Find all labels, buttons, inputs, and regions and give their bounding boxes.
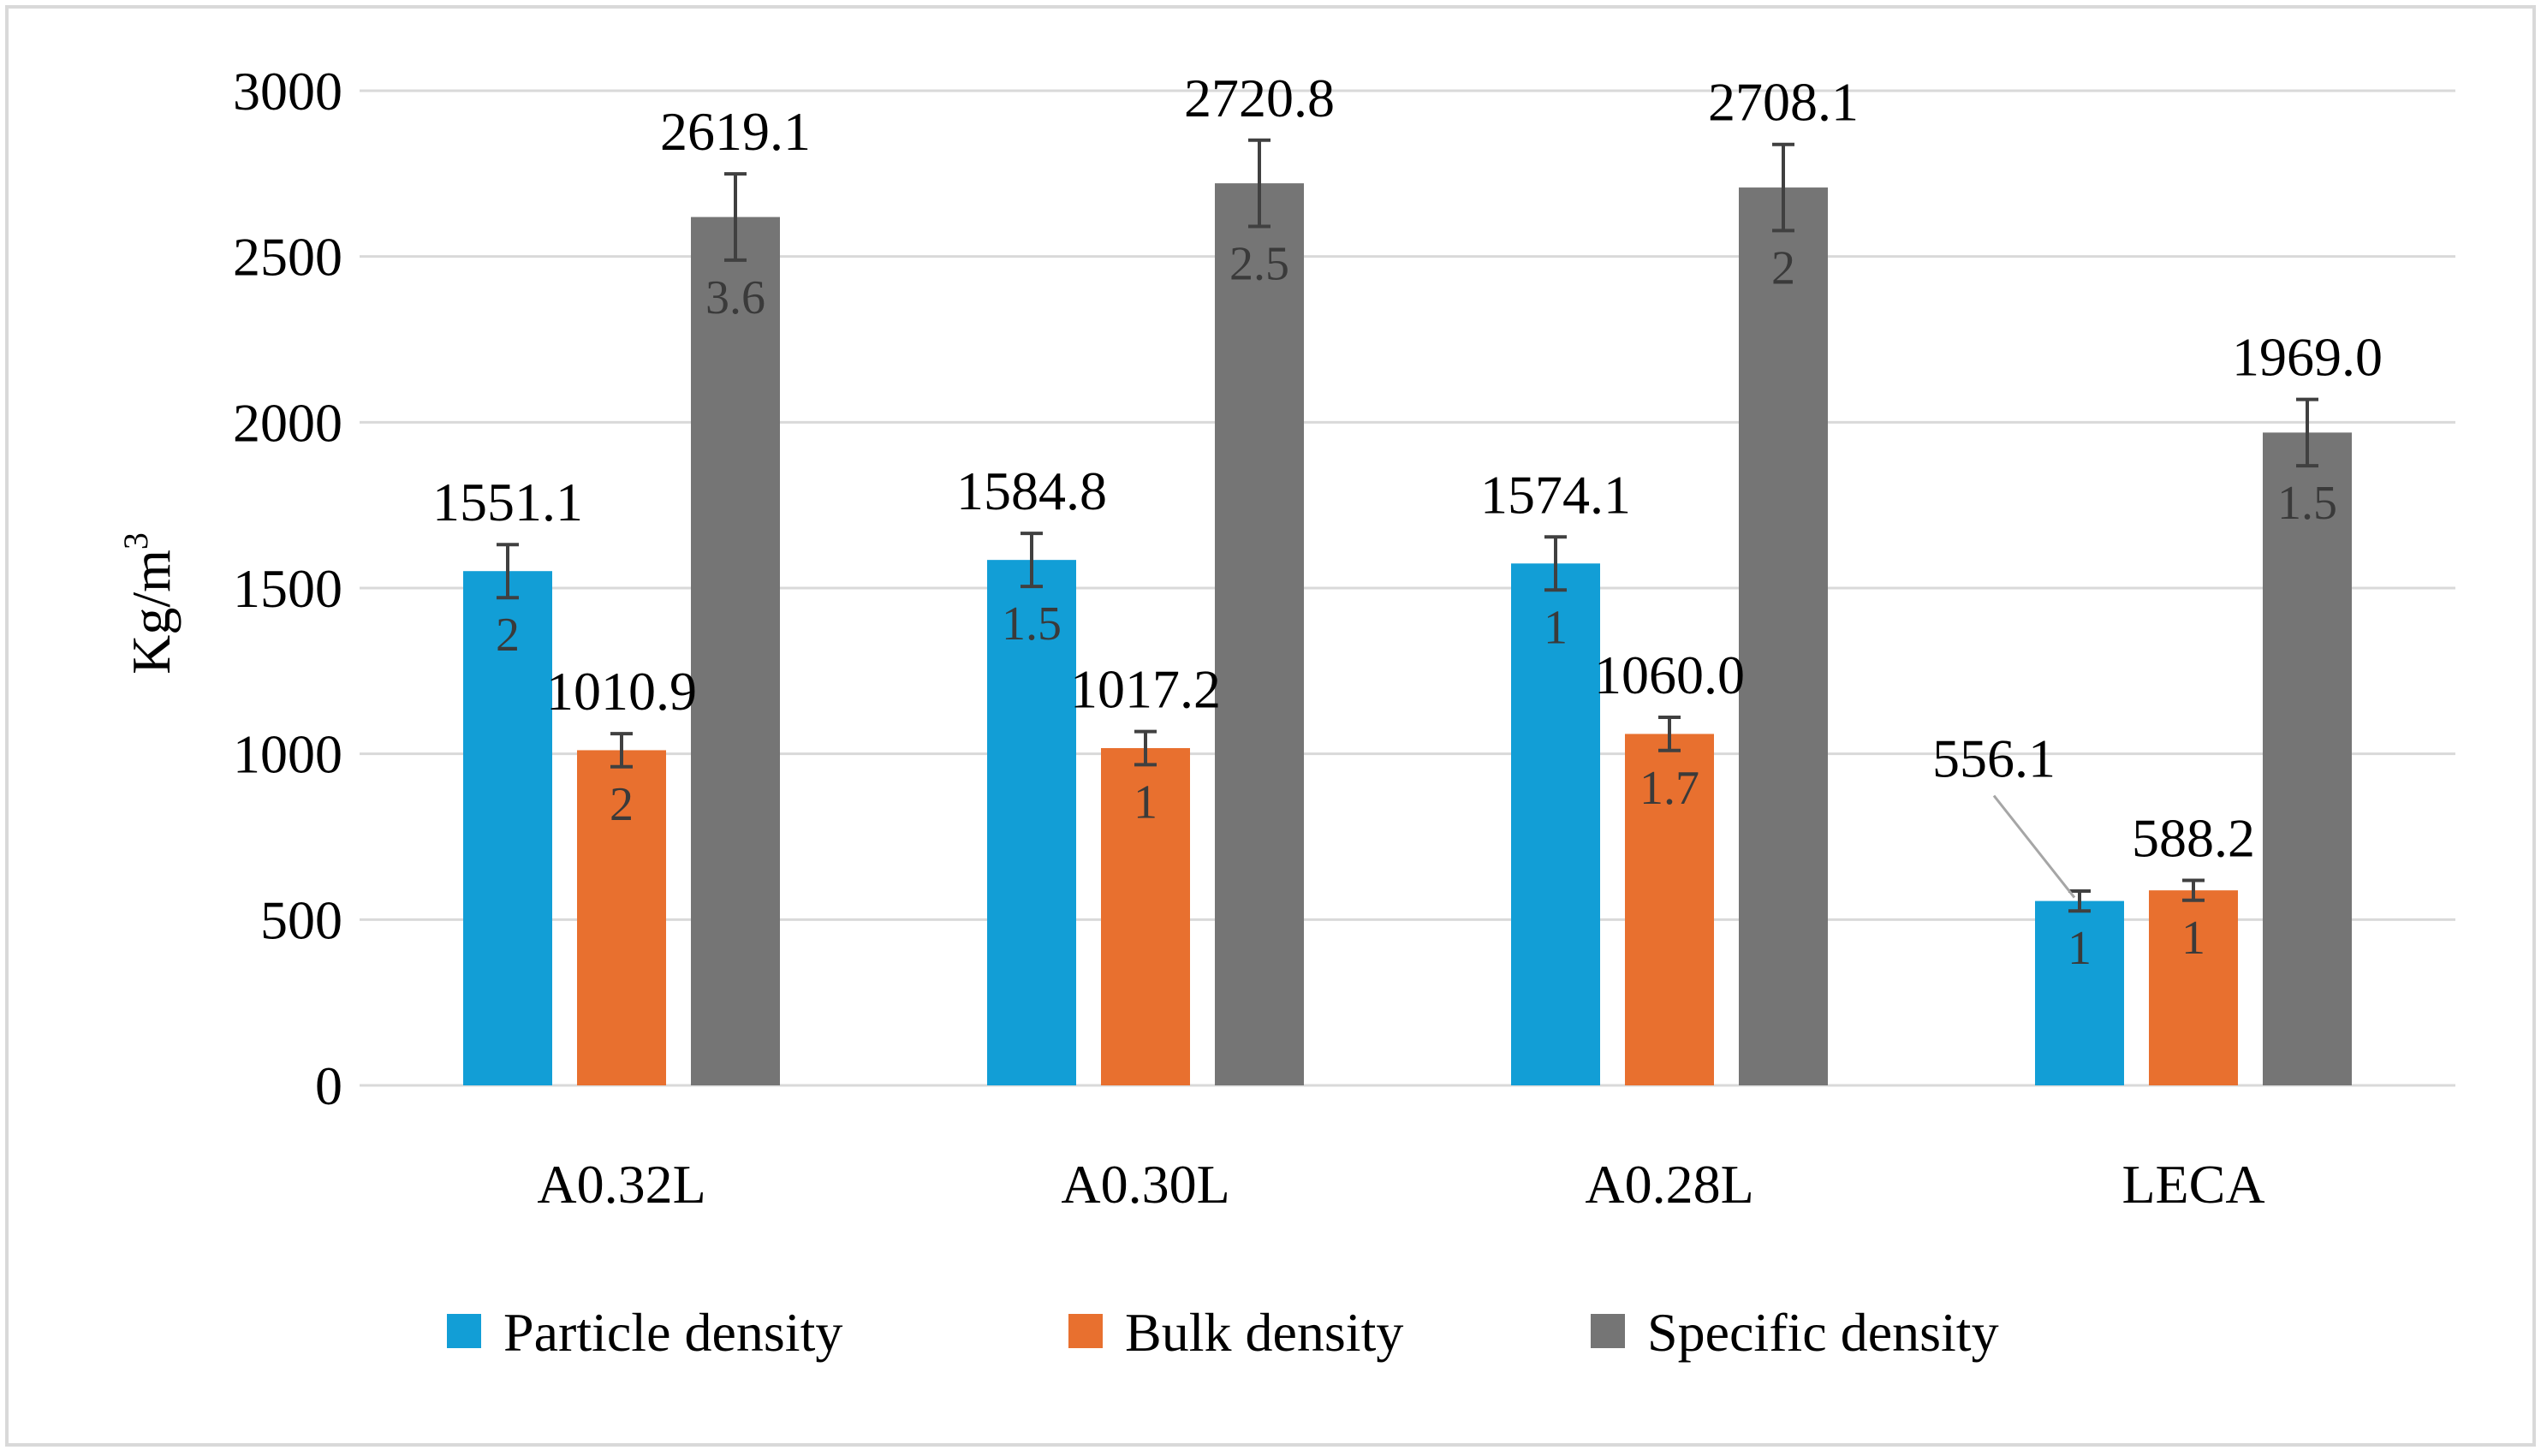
error-bars bbox=[497, 138, 2318, 913]
bars bbox=[463, 183, 2352, 1086]
data-label: 2619.1 bbox=[660, 101, 811, 162]
data-label: 1584.8 bbox=[956, 461, 1107, 521]
legend: Particle density Bulk density Specific den… bbox=[447, 1302, 1999, 1363]
bar-specific-density-a0.28l bbox=[1739, 187, 1828, 1085]
y-axis-label: Kg/m3 bbox=[116, 532, 182, 675]
error-value-label: 1 bbox=[1134, 776, 1157, 829]
bar-particle-density-a0.28l bbox=[1511, 563, 1600, 1085]
x-axis-categories: A0.32L A0.30L A0.28L LECA bbox=[537, 1154, 2264, 1215]
error-value-label: 1.5 bbox=[2277, 477, 2337, 530]
bar-bulk-density-a0.28l bbox=[1625, 734, 1714, 1085]
data-label-leader-line bbox=[1992, 794, 2076, 899]
x-category-label: A0.28L bbox=[1585, 1154, 1753, 1215]
data-label: 2720.8 bbox=[1184, 68, 1335, 128]
legend-label: Bulk density bbox=[1125, 1302, 1403, 1363]
error-value-label: 1 bbox=[2181, 912, 2205, 965]
data-label: 2708.1 bbox=[1708, 72, 1859, 133]
legend-swatch bbox=[1068, 1314, 1103, 1348]
y-tick-label: 1500 bbox=[233, 558, 342, 619]
legend-label: Particle density bbox=[503, 1302, 842, 1363]
legend-swatch bbox=[447, 1314, 481, 1348]
bar-specific-density-leca bbox=[2263, 432, 2352, 1085]
x-category-label: A0.30L bbox=[1061, 1154, 1229, 1215]
bar-particle-density-leca bbox=[2035, 900, 2124, 1085]
y-tick-label: 2500 bbox=[233, 227, 342, 288]
x-category-label: A0.32L bbox=[537, 1154, 705, 1215]
bar-bulk-density-leca bbox=[2149, 890, 2238, 1085]
data-labels: 2 1551.1 2 1010.9 3.6 2619.1 1.5 1584.8 1 1017.2 2… bbox=[432, 68, 2383, 975]
data-label: 588.2 bbox=[2132, 808, 2255, 869]
data-label: 1010.9 bbox=[546, 661, 697, 722]
data-label: 1574.1 bbox=[1480, 464, 1631, 525]
data-label: 556.1 bbox=[1932, 728, 2056, 789]
bar-particle-density-a0.32l bbox=[463, 571, 552, 1085]
x-category-label: LECA bbox=[2121, 1154, 2264, 1215]
bar-particle-density-a0.30l bbox=[987, 560, 1076, 1085]
y-tick-label: 0 bbox=[315, 1055, 342, 1116]
y-tick-label: 2000 bbox=[233, 392, 342, 453]
y-tick-label: 3000 bbox=[233, 61, 342, 122]
error-value-label: 2 bbox=[496, 609, 520, 662]
y-tick-label: 1000 bbox=[233, 724, 342, 785]
error-value-label: 2 bbox=[1771, 241, 1795, 294]
legend-swatch bbox=[1591, 1314, 1625, 1348]
y-axis-ticks: 0 500 1000 1500 2000 2500 3000 bbox=[233, 61, 342, 1116]
data-label: 1060.0 bbox=[1594, 645, 1745, 705]
data-label: 1969.0 bbox=[2232, 327, 2383, 388]
error-value-label: 2.5 bbox=[1229, 237, 1289, 290]
y-axis-label-superscript: 3 bbox=[116, 532, 155, 550]
error-value-label: 2 bbox=[610, 778, 634, 831]
bar-bulk-density-a0.30l bbox=[1101, 748, 1190, 1085]
y-tick-label: 500 bbox=[260, 889, 342, 950]
data-label: 1017.2 bbox=[1070, 659, 1221, 720]
error-value-label: 1 bbox=[2068, 922, 2092, 975]
legend-label: Specific density bbox=[1647, 1302, 1999, 1363]
error-value-label: 3.6 bbox=[705, 271, 765, 324]
bar-specific-density-a0.30l bbox=[1215, 183, 1304, 1086]
data-label: 1551.1 bbox=[432, 472, 583, 532]
bar-bulk-density-a0.32l bbox=[577, 750, 666, 1085]
error-value-label: 1 bbox=[1544, 601, 1568, 654]
error-value-label: 1.7 bbox=[1639, 762, 1699, 815]
bar-specific-density-a0.32l bbox=[691, 217, 780, 1085]
error-value-label: 1.5 bbox=[1002, 597, 1062, 651]
y-axis-label-text: Kg/m bbox=[121, 550, 182, 675]
